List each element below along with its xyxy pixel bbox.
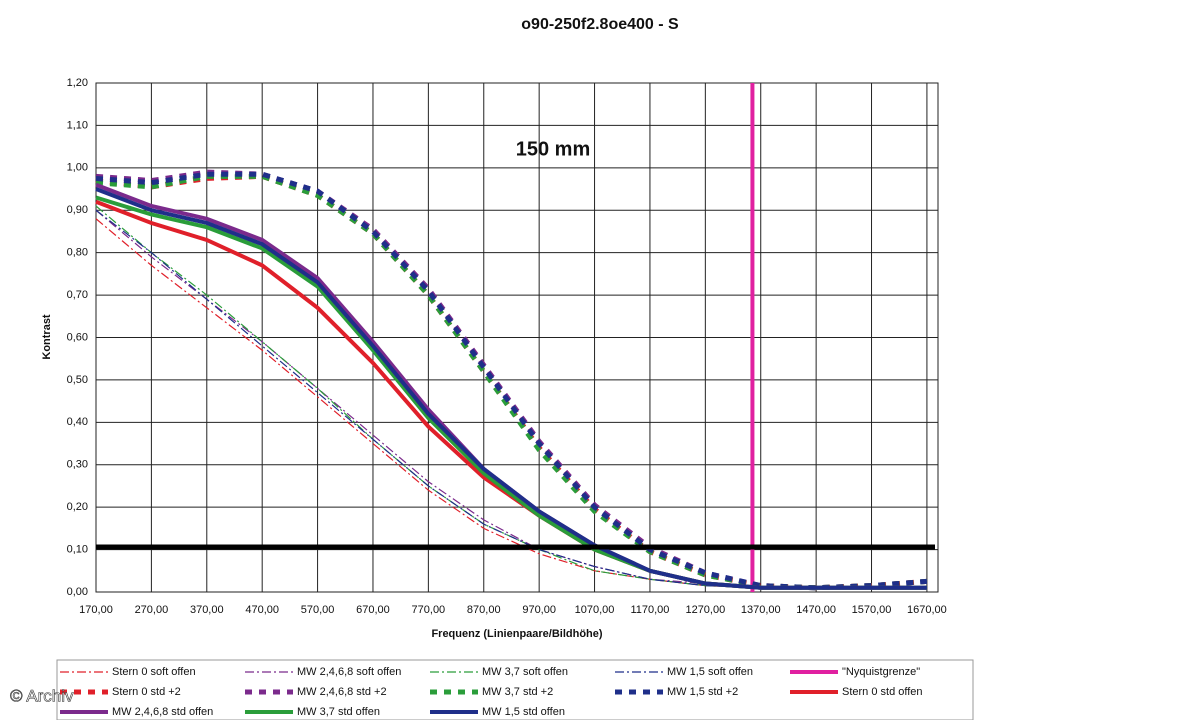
legend-label: Stern 0 soft offen [112, 666, 196, 678]
series-line [95, 173, 928, 591]
x-tick-label: 270,00 [135, 604, 169, 616]
series-line [95, 205, 927, 589]
x-tick-label: 1270,00 [685, 604, 725, 616]
y-tick-label: 1,10 [67, 119, 88, 131]
x-tick-label: 770,00 [412, 604, 446, 616]
legend-label: MW 1,5 std +2 [667, 686, 738, 698]
y-tick-label: 0,30 [67, 459, 88, 471]
series-line [95, 209, 927, 589]
legend-label: MW 3,7 std offen [297, 706, 380, 718]
y-axis-label: Kontrast [41, 314, 53, 360]
legend-label: MW 2,4,6,8 std +2 [297, 686, 387, 698]
series-line [95, 209, 927, 589]
x-tick-label: 170,00 [79, 604, 113, 616]
x-tick-label: 1670,00 [907, 604, 947, 616]
x-tick-label: 470,00 [245, 604, 279, 616]
legend-label: MW 1,5 soft offen [667, 666, 753, 678]
x-tick-label: 1170,00 [630, 604, 669, 616]
series-line [95, 173, 928, 591]
y-tick-label: 0,60 [67, 331, 88, 343]
y-tick-label: 0,40 [67, 416, 88, 428]
chart-title: o90-250f2.8oe400 - S [521, 16, 679, 33]
y-tick-label: 0,20 [67, 501, 88, 513]
y-tick-label: 1,20 [67, 77, 88, 89]
y-tick-label: 0,90 [67, 204, 88, 216]
x-axis-label: Frequenz (Linienpaare/Bildhöhe) [431, 628, 602, 640]
legend-label: "Nyquistgrenze" [842, 666, 920, 678]
x-tick-label: 1570,00 [852, 604, 892, 616]
series-line [95, 199, 927, 590]
legend-label: MW 2,4,6,8 std offen [112, 706, 213, 718]
y-tick-label: 0,00 [67, 586, 88, 598]
y-tick-label: 0,10 [67, 543, 88, 555]
series-line [95, 218, 927, 589]
series-line [95, 171, 928, 591]
x-tick-label: 570,00 [301, 604, 335, 616]
series-line [95, 187, 927, 590]
legend-label: MW 3,7 std +2 [482, 686, 553, 698]
y-tick-label: 0,70 [67, 289, 88, 301]
y-tick-label: 0,80 [67, 247, 88, 259]
legend-box [56, 659, 974, 720]
y-tick-label: 0,50 [67, 374, 88, 386]
x-tick-label: 870,00 [467, 604, 501, 616]
legend-label: MW 3,7 soft offen [482, 666, 568, 678]
series-line [95, 195, 927, 590]
annotation: 150 mm [516, 138, 591, 160]
watermark: © Archiv [10, 686, 74, 705]
legend-label: Stern 0 std offen [842, 686, 923, 698]
x-tick-label: 970,00 [522, 604, 556, 616]
x-tick-label: 1370,00 [741, 604, 781, 616]
y-tick-label: 1,00 [67, 162, 88, 174]
legend-label: MW 2,4,6,8 soft offen [297, 666, 401, 678]
legend-label: Stern 0 std +2 [112, 686, 181, 698]
x-tick-label: 670,00 [356, 604, 390, 616]
x-tick-label: 1470,00 [796, 604, 836, 616]
x-tick-label: 1070,00 [575, 604, 615, 616]
legend-label: MW 1,5 std offen [482, 706, 565, 718]
x-tick-label: 370,00 [190, 604, 224, 616]
